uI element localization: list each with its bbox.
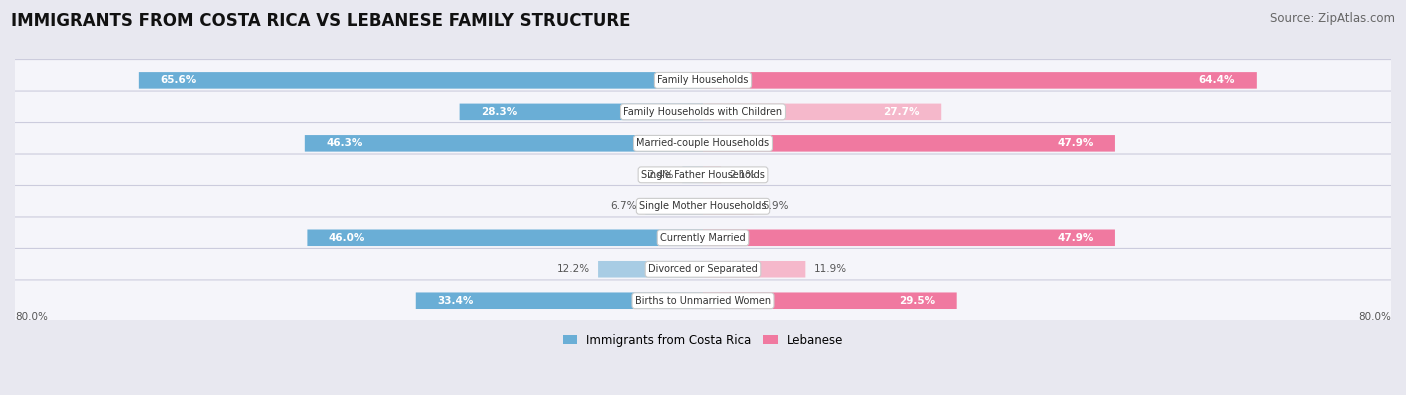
Text: Births to Unmarried Women: Births to Unmarried Women	[636, 296, 770, 306]
FancyBboxPatch shape	[0, 248, 1406, 290]
FancyBboxPatch shape	[0, 186, 1406, 227]
Text: 33.4%: 33.4%	[437, 296, 474, 306]
FancyBboxPatch shape	[703, 72, 1257, 88]
Text: 80.0%: 80.0%	[15, 312, 48, 322]
Text: 65.6%: 65.6%	[160, 75, 197, 85]
FancyBboxPatch shape	[0, 122, 1406, 164]
FancyBboxPatch shape	[305, 135, 703, 152]
FancyBboxPatch shape	[703, 261, 806, 278]
FancyBboxPatch shape	[703, 229, 1115, 246]
FancyBboxPatch shape	[645, 198, 703, 214]
FancyBboxPatch shape	[139, 72, 703, 88]
Text: Currently Married: Currently Married	[661, 233, 745, 243]
FancyBboxPatch shape	[460, 103, 703, 120]
Text: Married-couple Households: Married-couple Households	[637, 138, 769, 149]
Text: Single Father Households: Single Father Households	[641, 170, 765, 180]
Text: 27.7%: 27.7%	[883, 107, 920, 117]
FancyBboxPatch shape	[682, 167, 703, 183]
FancyBboxPatch shape	[703, 103, 941, 120]
Text: 6.7%: 6.7%	[610, 201, 637, 211]
Text: 2.4%: 2.4%	[647, 170, 673, 180]
Text: 80.0%: 80.0%	[1358, 312, 1391, 322]
Text: Family Households with Children: Family Households with Children	[623, 107, 783, 117]
Text: 64.4%: 64.4%	[1199, 75, 1236, 85]
Text: 47.9%: 47.9%	[1057, 233, 1094, 243]
Text: Single Mother Households: Single Mother Households	[640, 201, 766, 211]
FancyBboxPatch shape	[0, 217, 1406, 259]
FancyBboxPatch shape	[703, 135, 1115, 152]
Text: 28.3%: 28.3%	[481, 107, 517, 117]
Text: Source: ZipAtlas.com: Source: ZipAtlas.com	[1270, 12, 1395, 25]
Text: 12.2%: 12.2%	[557, 264, 589, 274]
FancyBboxPatch shape	[0, 154, 1406, 196]
FancyBboxPatch shape	[703, 292, 956, 309]
Text: 46.0%: 46.0%	[329, 233, 366, 243]
FancyBboxPatch shape	[703, 167, 721, 183]
FancyBboxPatch shape	[416, 292, 703, 309]
FancyBboxPatch shape	[0, 280, 1406, 322]
FancyBboxPatch shape	[0, 60, 1406, 101]
Text: 46.3%: 46.3%	[326, 138, 363, 149]
FancyBboxPatch shape	[308, 229, 703, 246]
Legend: Immigrants from Costa Rica, Lebanese: Immigrants from Costa Rica, Lebanese	[558, 329, 848, 352]
FancyBboxPatch shape	[703, 198, 754, 214]
Text: IMMIGRANTS FROM COSTA RICA VS LEBANESE FAMILY STRUCTURE: IMMIGRANTS FROM COSTA RICA VS LEBANESE F…	[11, 12, 631, 30]
Text: 2.1%: 2.1%	[730, 170, 756, 180]
Text: 11.9%: 11.9%	[814, 264, 846, 274]
FancyBboxPatch shape	[598, 261, 703, 278]
Text: Divorced or Separated: Divorced or Separated	[648, 264, 758, 274]
Text: 47.9%: 47.9%	[1057, 138, 1094, 149]
Text: 29.5%: 29.5%	[898, 296, 935, 306]
Text: 5.9%: 5.9%	[762, 201, 789, 211]
Text: Family Households: Family Households	[658, 75, 748, 85]
FancyBboxPatch shape	[0, 91, 1406, 133]
